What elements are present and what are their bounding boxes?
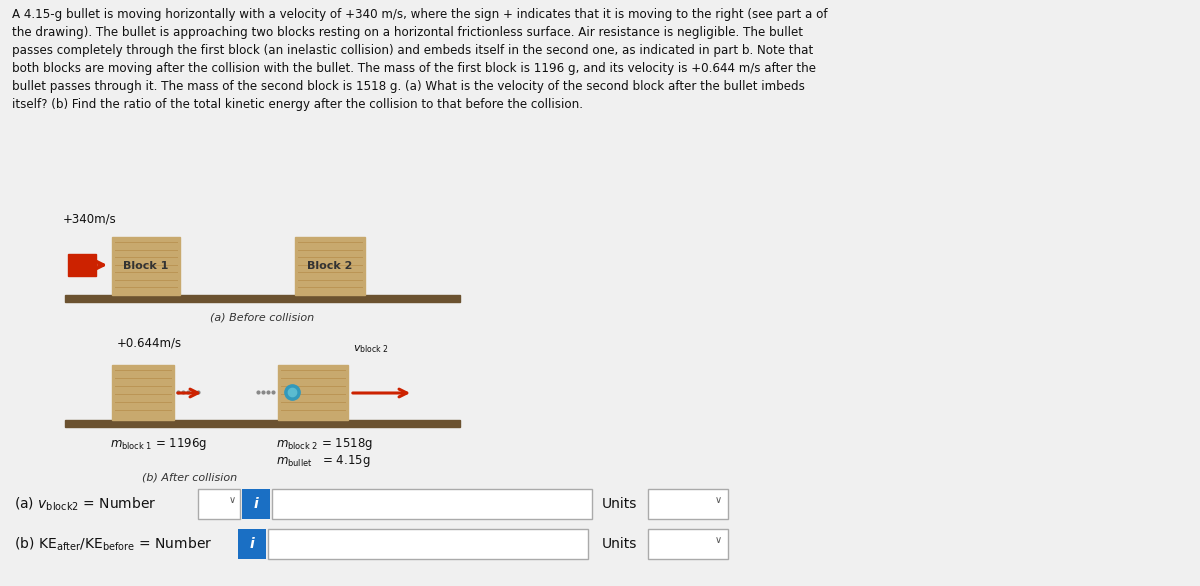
- Text: Block 2: Block 2: [307, 261, 353, 271]
- Text: i: i: [253, 497, 258, 511]
- Text: (a) $v_{\rm block2}$ = Number: (a) $v_{\rm block2}$ = Number: [14, 495, 156, 513]
- Bar: [242, 489, 270, 519]
- Text: $v_{\rm block\ 2}$: $v_{\rm block\ 2}$: [353, 343, 389, 355]
- Bar: [112, 365, 174, 420]
- Text: $m_{\rm block\ 1}$ = 1196g: $m_{\rm block\ 1}$ = 1196g: [110, 436, 208, 452]
- Bar: [238, 529, 266, 559]
- Bar: [198, 489, 240, 519]
- Bar: [268, 529, 588, 559]
- Bar: [648, 529, 728, 559]
- Text: (a) Before collision: (a) Before collision: [210, 313, 314, 323]
- Text: A 4.15-g bullet is moving horizontally with a velocity of +340 m/s, where the si: A 4.15-g bullet is moving horizontally w…: [12, 8, 828, 111]
- Text: $m_{\rm bullet}$   = 4.15g: $m_{\rm bullet}$ = 4.15g: [276, 453, 371, 469]
- Text: ∨: ∨: [228, 495, 235, 505]
- Text: ∨: ∨: [714, 495, 721, 505]
- Text: Block 1: Block 1: [124, 261, 169, 271]
- Bar: [65, 420, 460, 427]
- Text: (b) After collision: (b) After collision: [142, 472, 238, 482]
- Text: (b) $\rm KE_{after}/KE_{before}$ = Number: (b) $\rm KE_{after}/KE_{before}$ = Numbe…: [14, 535, 212, 553]
- Bar: [272, 489, 592, 519]
- Text: i: i: [250, 537, 254, 551]
- Bar: [295, 237, 365, 295]
- Text: ∨: ∨: [714, 535, 721, 545]
- Text: Units: Units: [602, 537, 637, 551]
- Bar: [65, 295, 460, 302]
- Text: +340m/s: +340m/s: [64, 212, 116, 225]
- Bar: [278, 365, 348, 420]
- Text: Units: Units: [602, 497, 637, 511]
- Text: +0.644m/s: +0.644m/s: [118, 336, 182, 349]
- Text: $m_{\rm block\ 2}$ = 1518g: $m_{\rm block\ 2}$ = 1518g: [276, 436, 373, 452]
- Bar: [648, 489, 728, 519]
- Bar: [112, 237, 180, 295]
- Bar: [68, 254, 96, 276]
